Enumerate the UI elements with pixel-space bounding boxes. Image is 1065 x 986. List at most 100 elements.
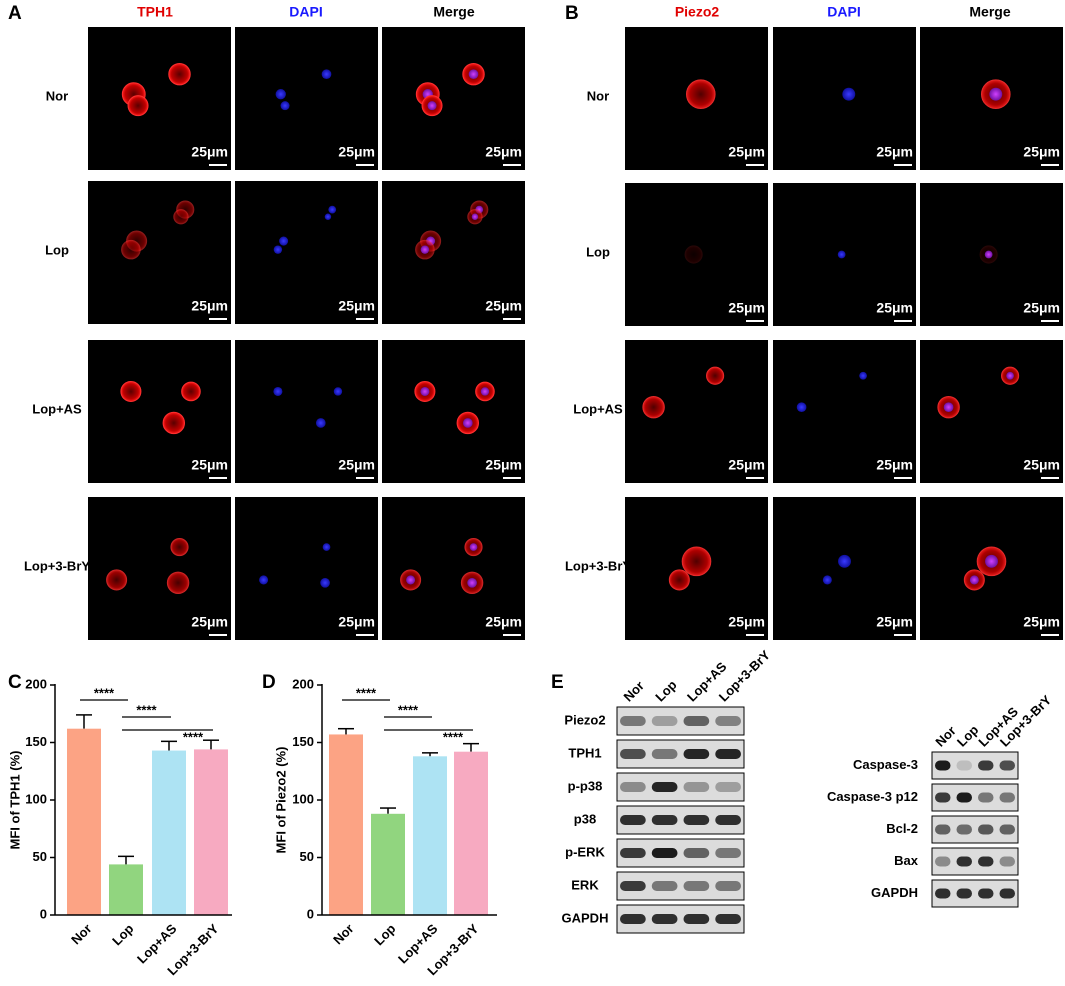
blot-band — [999, 888, 1015, 899]
bar — [329, 734, 363, 915]
blot-strip — [616, 772, 745, 802]
blot-band — [935, 760, 951, 771]
group-label: Lop+AS — [32, 401, 82, 416]
y-tick-label: 0 — [307, 906, 314, 921]
blot-band — [978, 888, 994, 899]
blot-band — [978, 792, 994, 803]
scale-label: 25μm — [338, 144, 375, 160]
panel-letter: B — [565, 3, 579, 24]
group-label: Nor — [46, 88, 68, 103]
y-tick-label: 200 — [25, 676, 47, 691]
blot-band — [620, 749, 646, 759]
nucleus — [322, 543, 331, 551]
group-label: Nor — [587, 88, 609, 103]
blot-band — [620, 848, 646, 858]
y-tick-label: 200 — [292, 676, 314, 691]
blot-band — [715, 782, 741, 792]
scale-label: 25μm — [728, 457, 765, 473]
nucleus — [822, 575, 832, 585]
blot-band — [935, 824, 951, 835]
nucleus — [333, 387, 343, 396]
panel-letter: E — [551, 672, 564, 693]
blot-row-label: ERK — [571, 877, 599, 892]
significance-label: **** — [183, 729, 204, 744]
nucleus — [838, 554, 851, 568]
blot-row-label: p-p38 — [568, 778, 603, 793]
blot-band — [978, 760, 994, 771]
blot-band — [620, 881, 646, 891]
blot-band — [715, 914, 741, 924]
scale-label: 25μm — [1023, 457, 1060, 473]
blot-row-label: p-ERK — [565, 844, 605, 859]
blot-row-label: Caspase-3 p12 — [827, 789, 918, 804]
micrograph — [88, 181, 231, 324]
scale-label: 25μm — [191, 144, 228, 160]
nucleus — [259, 575, 269, 585]
micrograph — [235, 497, 378, 640]
blot-band — [651, 848, 678, 858]
nucleus — [315, 418, 326, 428]
scale-label: 25μm — [485, 144, 522, 160]
blot-band — [715, 881, 741, 891]
bar — [371, 813, 405, 915]
blot-band — [683, 749, 710, 759]
significance-label: **** — [356, 685, 377, 700]
lane-label: Nor — [932, 723, 958, 749]
cell-signal — [120, 380, 142, 402]
nucleus — [279, 236, 289, 246]
y-axis-label: MFI of Piezo2 (%) — [273, 747, 288, 854]
cell-signal — [162, 411, 186, 435]
nucleus — [859, 371, 867, 380]
micrograph — [235, 340, 378, 483]
lane-label: Lop+3-BrY — [716, 647, 774, 705]
y-tick-label: 50 — [300, 849, 314, 864]
cell-signal — [181, 381, 201, 402]
panel-letter: D — [262, 672, 276, 693]
significance-label: **** — [136, 702, 157, 717]
nucleus — [989, 87, 1003, 101]
blot-row-label: Bax — [894, 853, 919, 868]
lane-label: Lop — [652, 677, 679, 704]
scale-label: 25μm — [191, 614, 228, 630]
scale-label: 25μm — [338, 457, 375, 473]
scale-label: 25μm — [485, 614, 522, 630]
group-label: Lop+AS — [573, 401, 623, 416]
nucleus — [320, 577, 330, 588]
nucleus — [842, 87, 856, 101]
micrograph — [88, 27, 231, 170]
micrograph — [382, 181, 525, 324]
scale-label: 25μm — [191, 298, 228, 314]
panel-letter: C — [8, 672, 22, 693]
blot-band — [999, 856, 1015, 867]
micrograph — [382, 497, 525, 640]
nucleus — [837, 250, 846, 259]
blot-band — [956, 888, 972, 899]
bar — [454, 751, 488, 915]
scale-label: 25μm — [338, 298, 375, 314]
cell-signal — [168, 62, 191, 86]
nucleus — [1006, 371, 1014, 380]
blot-band — [651, 716, 678, 726]
blot-row-label: GAPDH — [562, 910, 609, 925]
cell-signal — [685, 79, 716, 110]
nucleus — [943, 402, 954, 413]
micrograph — [235, 181, 378, 324]
nucleus — [420, 386, 430, 396]
significance-label: **** — [94, 685, 115, 700]
blot-band — [620, 716, 646, 726]
significance-label: **** — [443, 729, 464, 744]
nucleus — [467, 577, 477, 588]
nucleus — [468, 69, 479, 80]
scale-label: 25μm — [485, 298, 522, 314]
nucleus — [273, 386, 283, 396]
bar — [109, 864, 143, 915]
cell-signal — [173, 209, 189, 225]
blot-band — [715, 716, 741, 726]
y-tick-label: 100 — [292, 791, 314, 806]
y-tick-label: 50 — [33, 849, 47, 864]
blot-band — [956, 760, 972, 771]
bar — [67, 728, 101, 915]
micrograph — [773, 340, 916, 483]
scale-label: 25μm — [485, 457, 522, 473]
